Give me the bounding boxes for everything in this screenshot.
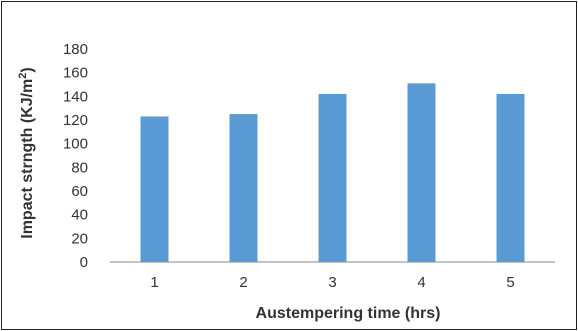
x-tick-label: 3 [328,274,336,291]
y-tick-label: 40 [71,207,88,224]
y-tick-label: 120 [63,112,88,129]
x-axis-title: Austempering time (hrs) [256,305,441,322]
bar-1 [140,116,169,262]
x-tick-label: 4 [417,274,425,291]
x-tick-label: 2 [239,274,247,291]
y-tick-label: 160 [63,65,88,82]
y-tick-label: 0 [80,254,88,271]
y-tick-label: 60 [71,183,88,200]
y-axis-ticks: 0 20 40 60 80 100 120 140 160 180 [63,41,88,271]
x-tick-label: 1 [150,274,158,291]
y-axis-title-suffix: ) [19,67,36,72]
y-tick-label: 20 [71,230,88,247]
y-axis-title: Impact strngth (KJ/m2) [17,67,36,238]
bar-2 [229,114,258,262]
bars [140,83,525,262]
bar-4 [407,83,436,262]
x-tick-label: 5 [506,274,514,291]
x-axis-ticks: 1 2 3 4 5 [150,274,514,291]
y-tick-label: 100 [63,136,88,153]
y-axis-title-main: Impact strngth (KJ/m [19,79,36,239]
y-tick-label: 80 [71,159,88,176]
y-tick-label: 180 [63,41,88,58]
y-tick-label: 140 [63,88,88,105]
y-axis-title-superscript: 2 [17,73,29,79]
bar-5 [496,93,525,262]
bar-3 [318,93,347,262]
